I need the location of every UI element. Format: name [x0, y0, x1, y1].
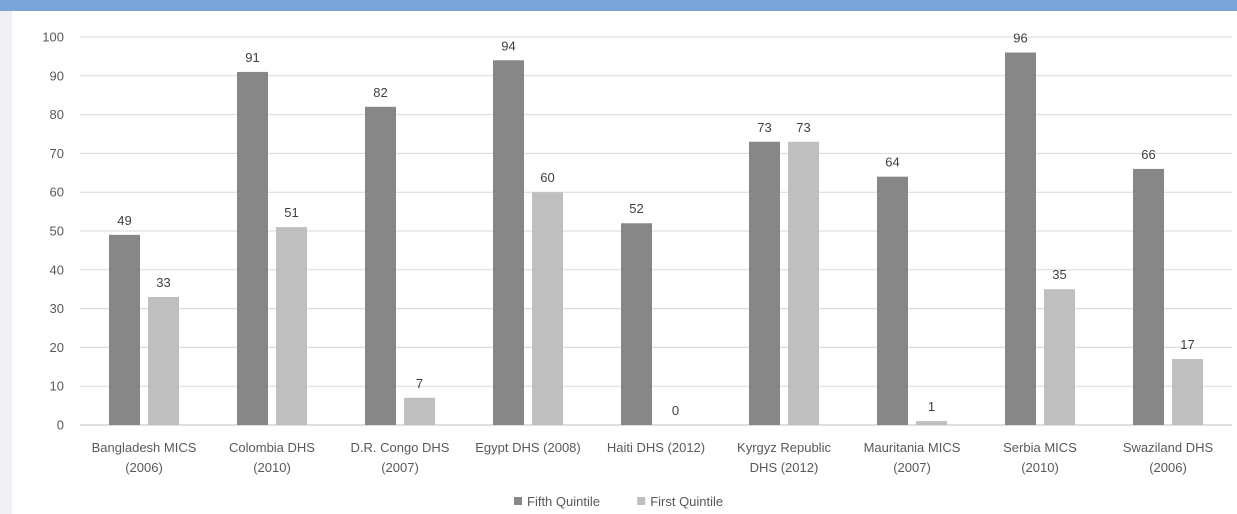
y-tick-label: 30: [50, 301, 64, 316]
bar: [1044, 289, 1075, 425]
bar: [148, 296, 179, 425]
y-tick-label: 20: [50, 340, 64, 355]
data-labels: 49 33 91 51 82 7 94 60 52 0 73 73 64 1 96 35 66 17: [117, 31, 1194, 418]
x-tick-label: (2006): [125, 460, 163, 475]
data-label: 17: [1180, 337, 1194, 352]
bar: [621, 223, 652, 425]
bar: [749, 141, 780, 425]
data-label: 82: [373, 85, 387, 100]
legend-entry: First Quintile: [650, 494, 723, 509]
y-tick-label: 10: [50, 379, 64, 394]
x-tick-label: Swaziland DHS: [1123, 440, 1214, 455]
data-label: 66: [1141, 147, 1155, 162]
data-label: 51: [284, 205, 298, 220]
bar: [404, 397, 435, 425]
data-label: 35: [1052, 267, 1066, 282]
data-label: 64: [885, 155, 899, 170]
x-tick-label: (2010): [253, 460, 291, 475]
left-margin-strip: [0, 11, 12, 514]
legend-swatch: [514, 497, 522, 505]
y-tick-label: 80: [50, 107, 64, 122]
x-tick-label: DHS (2012): [750, 460, 819, 475]
bar: [276, 227, 307, 425]
data-label: 52: [629, 201, 643, 216]
data-label: 73: [757, 120, 771, 135]
data-label: 1: [928, 399, 935, 414]
x-tick-label: Egypt DHS (2008): [475, 440, 581, 455]
data-label: 49: [117, 213, 131, 228]
y-tick-label: 90: [50, 68, 64, 83]
data-label: 73: [796, 120, 810, 135]
bar: [1133, 168, 1164, 426]
y-tick-label: 100: [42, 30, 64, 45]
data-label: 60: [540, 170, 554, 185]
data-label: 0: [672, 403, 679, 418]
x-tick-label: (2007): [381, 460, 419, 475]
bar: [365, 106, 396, 425]
bar: [877, 176, 908, 425]
gridlines: [80, 36, 1232, 426]
legend-swatch: [637, 497, 646, 505]
x-tick-label: Haiti DHS (2012): [607, 440, 705, 455]
bar: [1005, 52, 1036, 426]
data-label: 94: [501, 38, 515, 53]
data-label: 7: [416, 376, 423, 391]
legend-entry: Fifth Quintile: [527, 494, 600, 509]
x-axis-categories: Bangladesh MICS (2006) Colombia DHS (2010) D…: [92, 440, 1214, 475]
x-tick-label: Mauritania MICS: [864, 440, 961, 455]
y-axis-ticks: 0 10 20 30 40 50 60 70 80 90 100: [42, 30, 64, 433]
bar: [109, 234, 140, 425]
bar: [532, 192, 563, 425]
data-label: 91: [245, 50, 259, 65]
y-tick-label: 70: [50, 146, 64, 161]
bar: [237, 71, 268, 426]
legend: Fifth Quintile First Quintile: [514, 494, 723, 509]
x-tick-label: Kyrgyz Republic: [737, 440, 831, 455]
window-top-bar: [0, 0, 1237, 11]
data-label: 96: [1013, 31, 1027, 46]
bar: [916, 421, 947, 425]
x-tick-label: (2006): [1149, 460, 1187, 475]
x-tick-label: (2007): [893, 460, 931, 475]
y-tick-label: 40: [50, 262, 64, 277]
x-tick-label: (2010): [1021, 460, 1059, 475]
x-tick-label: Colombia DHS: [229, 440, 315, 455]
bar: [788, 141, 819, 425]
y-tick-label: 60: [50, 185, 64, 200]
bars: [109, 52, 1203, 426]
x-tick-label: D.R. Congo DHS: [351, 440, 450, 455]
x-tick-label: Bangladesh MICS: [92, 440, 197, 455]
data-label: 33: [156, 275, 170, 290]
y-tick-label: 0: [57, 418, 64, 433]
bar: [493, 60, 524, 425]
x-tick-label: Serbia MICS: [1003, 440, 1077, 455]
y-tick-label: 50: [50, 224, 64, 239]
bar: [1172, 359, 1203, 425]
